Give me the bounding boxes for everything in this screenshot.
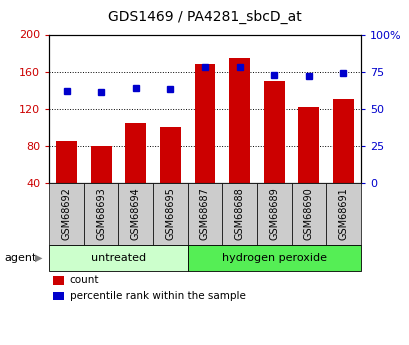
Bar xyxy=(194,64,215,183)
Text: GSM68688: GSM68688 xyxy=(234,188,244,240)
Text: GSM68695: GSM68695 xyxy=(165,187,175,240)
Text: GSM68690: GSM68690 xyxy=(303,188,313,240)
Bar xyxy=(332,99,353,183)
Text: GSM68687: GSM68687 xyxy=(200,187,209,240)
Text: agent: agent xyxy=(4,253,36,263)
Text: count: count xyxy=(70,275,99,285)
Bar xyxy=(298,107,319,183)
Text: untreated: untreated xyxy=(91,253,146,263)
Bar xyxy=(160,127,180,183)
Text: GSM68693: GSM68693 xyxy=(96,188,106,240)
Text: GSM68692: GSM68692 xyxy=(61,187,71,240)
Text: percentile rank within the sample: percentile rank within the sample xyxy=(70,291,245,301)
Bar xyxy=(90,146,111,183)
Text: GSM68694: GSM68694 xyxy=(130,188,140,240)
Text: GSM68691: GSM68691 xyxy=(338,188,348,240)
Text: GDS1469 / PA4281_sbcD_at: GDS1469 / PA4281_sbcD_at xyxy=(108,10,301,24)
Bar xyxy=(229,58,249,183)
Bar xyxy=(56,141,77,183)
Text: ▶: ▶ xyxy=(35,253,42,263)
Text: hydrogen peroxide: hydrogen peroxide xyxy=(221,253,326,263)
Text: GSM68689: GSM68689 xyxy=(269,188,279,240)
Bar xyxy=(125,122,146,183)
Bar xyxy=(263,81,284,183)
